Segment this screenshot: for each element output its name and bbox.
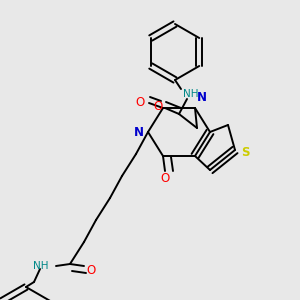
Text: S: S: [241, 146, 249, 158]
Text: O: O: [135, 95, 145, 109]
Text: NH: NH: [32, 261, 48, 271]
Text: N: N: [134, 125, 144, 139]
Text: N: N: [197, 91, 207, 104]
Text: NH: NH: [183, 89, 199, 99]
Text: O: O: [86, 263, 96, 277]
Text: O: O: [153, 100, 163, 112]
Text: O: O: [160, 172, 169, 185]
